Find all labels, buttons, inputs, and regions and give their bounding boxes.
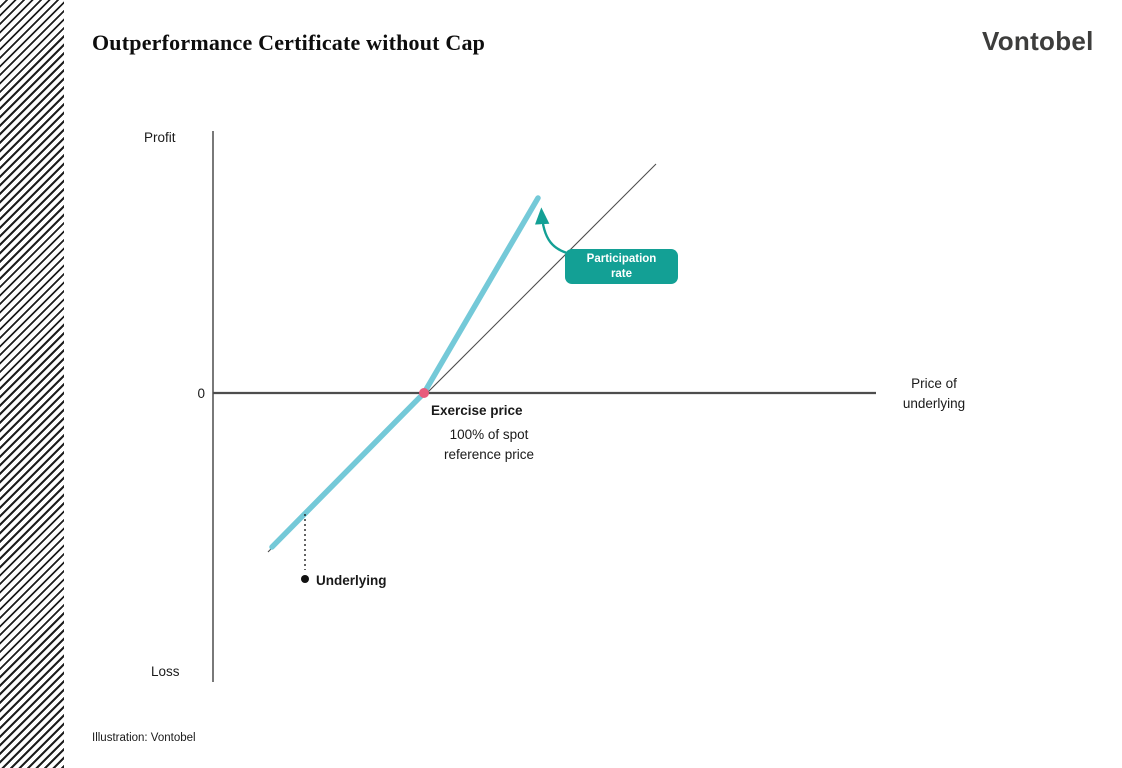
page-title: Outperformance Certificate without Cap bbox=[92, 30, 486, 55]
participation-rate-badge: Participation rate bbox=[565, 249, 678, 284]
profit-axis-label: Profit bbox=[144, 130, 176, 145]
certificate-payoff-line bbox=[269, 195, 541, 550]
illustration-credit: Illustration: Vontobel bbox=[92, 732, 196, 744]
underlying-label: Underlying bbox=[316, 573, 387, 588]
zero-tick-label: 0 bbox=[197, 386, 205, 401]
vontobel-logo: Vontobel bbox=[982, 26, 1094, 56]
participation-rate-label: Participation rate bbox=[586, 253, 657, 280]
x-axis-label: Price of underlying bbox=[902, 376, 966, 411]
exercise-price-label: Exercise price bbox=[431, 403, 523, 418]
decorative-hatch-stripe bbox=[0, 0, 64, 768]
loss-axis-label: Loss bbox=[151, 664, 180, 679]
exercise-price-sublabel: 100% of spot reference price bbox=[443, 427, 535, 462]
exercise-price-dot bbox=[419, 388, 429, 398]
underlying-dot bbox=[301, 575, 309, 583]
